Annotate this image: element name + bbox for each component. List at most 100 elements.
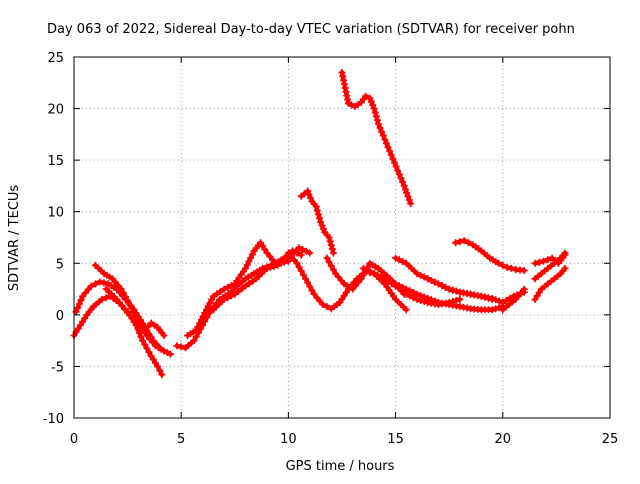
data-point bbox=[274, 261, 282, 269]
data-point bbox=[389, 155, 397, 163]
data-point bbox=[435, 280, 442, 288]
data-point bbox=[143, 344, 151, 352]
x-axis-label: GPS time / hours bbox=[286, 459, 395, 474]
data-point bbox=[402, 290, 410, 298]
data-point bbox=[561, 264, 569, 272]
data-point bbox=[561, 251, 569, 259]
data-point bbox=[495, 297, 503, 305]
data-point bbox=[363, 266, 371, 274]
data-point bbox=[399, 288, 407, 295]
data-point bbox=[465, 239, 472, 247]
data-point bbox=[499, 261, 507, 269]
data-point bbox=[295, 263, 303, 271]
data-point bbox=[403, 189, 411, 197]
data-point bbox=[427, 277, 435, 284]
y-tick-label: 10 bbox=[47, 206, 64, 221]
data-point bbox=[366, 94, 374, 102]
data-point bbox=[307, 194, 315, 202]
data-point bbox=[156, 367, 164, 375]
data-point bbox=[357, 275, 365, 283]
data-point bbox=[377, 273, 385, 281]
data-point bbox=[391, 159, 398, 167]
series-arc-8 bbox=[284, 249, 410, 314]
data-point bbox=[126, 301, 134, 308]
data-point bbox=[122, 293, 129, 301]
data-point bbox=[91, 280, 99, 288]
data-point bbox=[367, 98, 375, 106]
data-point bbox=[117, 285, 125, 293]
data-point bbox=[456, 295, 464, 303]
data-point bbox=[413, 295, 421, 303]
data-point bbox=[323, 303, 331, 311]
series-arc-4 bbox=[102, 285, 174, 358]
data-point bbox=[137, 333, 145, 341]
data-point bbox=[323, 254, 331, 262]
y-tick-label: 20 bbox=[47, 103, 64, 118]
data-point bbox=[395, 170, 403, 178]
data-point bbox=[348, 101, 356, 109]
data-point bbox=[378, 128, 386, 136]
data-point bbox=[231, 290, 239, 298]
series-arc-16 bbox=[424, 275, 496, 303]
data-point bbox=[75, 300, 83, 308]
data-point bbox=[314, 210, 322, 218]
data-point bbox=[192, 333, 200, 341]
data-point bbox=[374, 271, 382, 279]
data-point bbox=[100, 279, 108, 287]
data-point bbox=[316, 214, 323, 222]
data-point bbox=[460, 237, 468, 245]
data-point bbox=[413, 270, 421, 278]
data-point bbox=[281, 257, 289, 264]
data-point bbox=[387, 151, 395, 159]
data-point bbox=[340, 80, 348, 88]
data-point bbox=[297, 267, 305, 275]
data-point bbox=[227, 292, 235, 300]
y-tick-label: -10 bbox=[43, 412, 64, 427]
data-point bbox=[144, 323, 152, 331]
data-point bbox=[177, 343, 185, 351]
data-point bbox=[242, 282, 249, 290]
data-point bbox=[381, 136, 389, 143]
data-point bbox=[173, 342, 181, 350]
data-point bbox=[481, 293, 489, 301]
grid-layer bbox=[74, 57, 610, 418]
data-point bbox=[381, 275, 389, 283]
data-point bbox=[400, 182, 408, 190]
data-point bbox=[220, 285, 228, 293]
x-tick-label: 25 bbox=[602, 432, 619, 447]
data-point bbox=[297, 251, 305, 259]
series-arc-18 bbox=[531, 264, 569, 303]
data-point bbox=[392, 163, 400, 171]
data-point bbox=[431, 278, 439, 286]
data-point bbox=[318, 222, 326, 229]
data-point bbox=[392, 254, 400, 262]
data-point bbox=[506, 294, 514, 302]
data-point bbox=[319, 225, 327, 233]
data-point bbox=[485, 294, 492, 302]
series-arc-20 bbox=[531, 251, 569, 267]
data-point bbox=[299, 271, 307, 279]
chart-title: Day 063 of 2022, Sidereal Day-to-day VTE… bbox=[47, 22, 575, 37]
data-point bbox=[372, 112, 380, 120]
data-point bbox=[160, 347, 168, 355]
axis-layer: 0 5 10 15 20 25 -10 -5 0 5 10 15 20 25 bbox=[43, 51, 619, 447]
data-point bbox=[213, 290, 221, 298]
data-point bbox=[399, 258, 407, 266]
series-arc-3 bbox=[91, 261, 168, 339]
data-point bbox=[520, 267, 528, 274]
data-point bbox=[402, 306, 410, 314]
data-point bbox=[405, 196, 413, 204]
data-point bbox=[145, 348, 153, 356]
data-point bbox=[374, 120, 382, 128]
data-point bbox=[313, 206, 321, 214]
data-point bbox=[329, 249, 337, 257]
series-arc-15 bbox=[452, 237, 528, 274]
data-point bbox=[503, 263, 511, 271]
data-point bbox=[449, 297, 457, 305]
data-point bbox=[270, 262, 278, 270]
data-point bbox=[369, 101, 377, 109]
data-point bbox=[531, 259, 539, 267]
data-point bbox=[217, 288, 224, 295]
data-point bbox=[302, 275, 310, 283]
data-point bbox=[456, 238, 464, 246]
